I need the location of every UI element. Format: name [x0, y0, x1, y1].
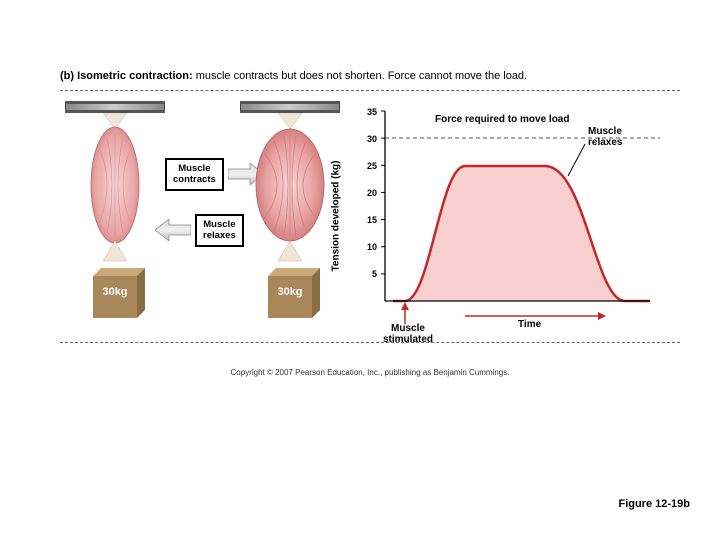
svg-text:25: 25 [367, 161, 377, 171]
relaxes-arrow-group: Muscle relaxes [155, 214, 244, 247]
header-title: Isometric contraction: [77, 70, 193, 82]
svg-text:10: 10 [367, 242, 377, 252]
contracts-l1: Muscle [178, 163, 210, 174]
header-prefix: (b) [60, 70, 74, 82]
figure-container: (b) Isometric contraction: muscle contra… [60, 70, 680, 377]
weight-label-1: 30kg [85, 286, 145, 298]
time-label: Time [518, 319, 541, 330]
top-bar-1 [65, 101, 165, 113]
svg-text:30: 30 [367, 134, 377, 144]
figure-header: (b) Isometric contraction: muscle contra… [60, 70, 680, 82]
relaxes-label-box: Muscle relaxes [195, 214, 244, 247]
figure-number: Figure 12-19b [618, 498, 690, 510]
svg-text:5: 5 [372, 269, 377, 279]
muscle-panel: Muscle contracts Muscle relaxes [60, 96, 340, 336]
svg-text:35: 35 [367, 107, 377, 117]
muscle-contracted: 30kg [240, 101, 340, 318]
muscle-relaxed: 30kg [65, 101, 165, 318]
muscle-relaxes-label: Muscle relaxes [588, 126, 622, 148]
contracts-label-box: Muscle contracts [165, 158, 224, 191]
relaxes-l1: Muscle [203, 219, 235, 230]
weight-label-2: 30kg [260, 286, 320, 298]
relaxes-l2: relaxes [203, 230, 236, 241]
copyright-text: Copyright © 2007 Pearson Education, Inc.… [60, 368, 680, 377]
weight-box-2: 30kg [260, 268, 320, 318]
main-row: Muscle contracts Muscle relaxes [60, 96, 680, 336]
chart-panel: Tension developed (kg) 5 10 15 20 2 [350, 96, 660, 336]
top-dash-line [60, 90, 680, 91]
bottom-dash-line [60, 342, 680, 343]
muscle-stim-label: Muscle stimulated [383, 323, 433, 345]
weight-box-1: 30kg [85, 268, 145, 318]
svg-text:20: 20 [367, 188, 377, 198]
force-required-label: Force required to move load [435, 114, 569, 125]
contracts-l2: contracts [173, 174, 216, 185]
y-axis-label: Tension developed (kg) [331, 161, 342, 272]
top-bar-2 [240, 101, 340, 113]
svg-text:15: 15 [367, 215, 377, 225]
header-desc: muscle contracts but does not shorten. F… [196, 70, 527, 82]
muscle-body-relaxed-icon [65, 113, 165, 263]
muscle-body-contracted-icon [240, 113, 340, 263]
